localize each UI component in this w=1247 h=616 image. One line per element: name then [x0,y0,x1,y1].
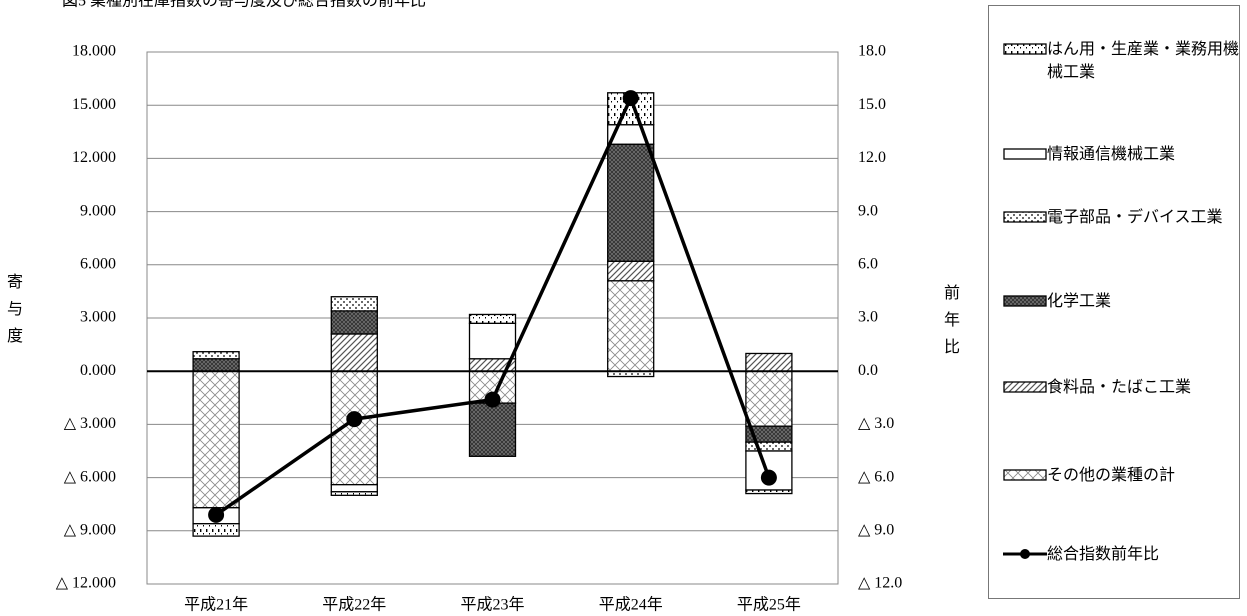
legend-marker [1020,549,1030,559]
y2-tick-label: 9.0 [858,202,878,219]
line-point [760,469,777,486]
bar-segment [607,260,655,282]
bar-segment [330,484,378,493]
x-tick-label: 平成23年 [460,596,524,614]
chart: 図5 業種別在庫指数の寄与度及び総合指数の前年比 △ 12.000 △ 9.000… [7,0,960,614]
legend-label: 情報通信機械工業 [1047,146,1176,163]
bar-segment [330,491,378,496]
y2-tick-label: 18.0 [858,43,886,60]
legend-box [1003,295,1047,307]
legend-entry: はん用・生産業・業務用機械工業 [1003,38,1240,84]
legend-swatch [1003,381,1047,393]
y-tick-label: 12.000 [72,149,116,166]
bar-segment [468,402,517,457]
legend-box [1003,148,1047,160]
line-point [208,506,225,523]
bar-segment [192,370,240,509]
bar-segment [745,352,793,372]
line-point [346,411,363,428]
legend: はん用・生産業・業務用機械工業情報通信機械工業電子部品・デバイス工業 化学工業食料… [988,5,1240,599]
x-tick-label: 平成25年 [737,596,801,614]
y2-axis-label: 前年比 [944,284,960,356]
y2-tick-label: △ 9.0 [858,521,894,538]
bar-segment [330,333,378,372]
legend-box [1003,381,1047,393]
y-tick-label: 18.000 [72,43,116,60]
legend-box [1003,211,1047,223]
y2-tick-label: △ 3.0 [858,415,894,432]
y2-tick-label: 0.0 [858,362,878,379]
y-tick-label: △ 12.000 [56,575,116,592]
x-tick-label: 平成24年 [599,596,663,614]
legend-swatch [1003,211,1047,223]
line-point [622,90,639,107]
legend-swatch [1003,469,1047,481]
bar-segment [607,280,655,372]
bar-segment [607,143,655,262]
legend-swatch [1003,148,1047,160]
bar-segment [745,489,793,495]
y2-tick-label: 3.0 [858,309,878,326]
legend-entry: 電子部品・デバイス工業 [1003,206,1240,229]
y2-tick-label: △ 12.0 [858,575,902,592]
chart-title: 図5 業種別在庫指数の寄与度及び総合指数の前年比 [62,0,426,10]
legend-entry: 化学工業 [1003,290,1240,313]
legend-label: はん用・生産業・業務用機械工業 [1047,41,1240,81]
y-tick-label: △ 6.000 [64,468,116,485]
legend-swatch [1003,295,1047,307]
bar-segment [192,358,240,372]
legend-entry: その他の業種の計 [1003,464,1240,487]
legend-label: 食料品・たばこ工業 [1047,379,1192,396]
legend-entry: 情報通信機械工業 [1003,143,1240,166]
legend-label: 化学工業 [1047,293,1112,310]
y2-tick-label: 6.0 [858,255,878,272]
legend-box [1003,469,1047,481]
bar-segment [192,351,240,360]
bar-segment [192,523,240,537]
legend-swatch [1003,43,1047,55]
bar-segment [330,296,378,312]
y-tick-label: 6.000 [80,255,116,272]
y-tick-label: △ 3.000 [64,415,116,432]
legend-label: 電子部品・デバイス工業 [1047,209,1223,226]
bar-segment [468,313,517,324]
y-tick-label: 0.000 [80,362,116,379]
legend-label: その他の業種の計 [1047,467,1176,484]
bar-segment [468,322,517,360]
y2-tick-label: 15.0 [858,96,886,113]
legend-swatch [1003,549,1047,559]
y-tick-label: 9.000 [80,202,116,219]
legend-entry: 食料品・たばこ工業 [1003,376,1240,399]
y-tick-label: 3.000 [80,309,116,326]
y2-tick-label: △ 6.0 [858,468,894,485]
bar-segment [745,370,793,427]
legend-box [1003,43,1047,55]
line-point [484,391,501,408]
bar-segment [745,441,793,452]
bar-segment [330,310,378,335]
y-tick-label: 15.000 [72,96,116,113]
x-tick-label: 平成21年 [184,596,248,614]
bar-segment [330,370,378,486]
legend-entry: 総合指数前年比 [1003,543,1240,566]
y-axis-label: 寄与度 [7,273,23,345]
x-tick-label: 平成22年 [322,596,386,614]
legend-label: 総合指数前年比 [1047,546,1160,563]
y2-tick-label: 12.0 [858,149,886,166]
y-tick-label: △ 9.000 [64,521,116,538]
